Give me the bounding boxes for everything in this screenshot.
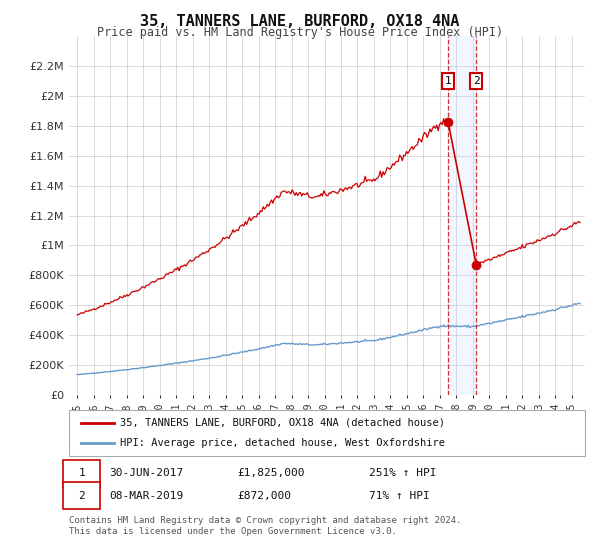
- Text: Price paid vs. HM Land Registry's House Price Index (HPI): Price paid vs. HM Land Registry's House …: [97, 26, 503, 39]
- Text: 08-MAR-2019: 08-MAR-2019: [109, 491, 184, 501]
- Text: 2: 2: [78, 491, 85, 501]
- Text: 35, TANNERS LANE, BURFORD, OX18 4NA: 35, TANNERS LANE, BURFORD, OX18 4NA: [140, 14, 460, 29]
- Text: Contains HM Land Registry data © Crown copyright and database right 2024.
This d: Contains HM Land Registry data © Crown c…: [69, 516, 461, 536]
- Text: 251% ↑ HPI: 251% ↑ HPI: [369, 468, 437, 478]
- Text: 30-JUN-2017: 30-JUN-2017: [109, 468, 184, 478]
- Text: £1,825,000: £1,825,000: [237, 468, 305, 478]
- Text: HPI: Average price, detached house, West Oxfordshire: HPI: Average price, detached house, West…: [120, 438, 445, 449]
- Text: £872,000: £872,000: [237, 491, 291, 501]
- Text: 1: 1: [78, 468, 85, 478]
- Text: 35, TANNERS LANE, BURFORD, OX18 4NA (detached house): 35, TANNERS LANE, BURFORD, OX18 4NA (det…: [120, 418, 445, 428]
- Text: 1: 1: [445, 76, 452, 86]
- Text: 2: 2: [473, 76, 479, 86]
- Bar: [448, 36, 476, 395]
- Text: 71% ↑ HPI: 71% ↑ HPI: [369, 491, 430, 501]
